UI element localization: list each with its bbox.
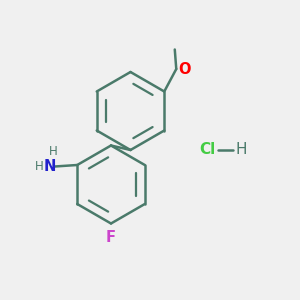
Text: N: N (43, 159, 56, 174)
Text: H: H (49, 145, 57, 158)
Text: F: F (106, 230, 116, 245)
Text: H: H (236, 142, 247, 158)
Text: Cl: Cl (200, 142, 216, 158)
Text: O: O (178, 61, 190, 76)
Text: H: H (35, 160, 44, 173)
